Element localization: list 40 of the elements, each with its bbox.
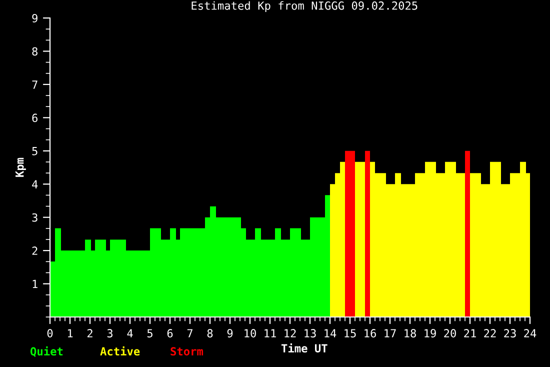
x-tick-label: 9: [227, 329, 233, 338]
x-tick-label: 6: [167, 329, 173, 338]
y-tick-label: 6: [32, 114, 38, 122]
x-tick-label: 18: [404, 329, 416, 338]
x-tick-label: 5: [147, 329, 152, 338]
x-tick-label: 20: [444, 329, 456, 338]
text: Quiet: [30, 346, 63, 357]
y-tick-label: 8: [32, 47, 38, 56]
y-tick-label: 1: [32, 280, 38, 288]
text: Storm: [170, 347, 204, 356]
x-tick-label: 0: [47, 329, 53, 338]
text: Active: [100, 346, 140, 356]
x-tick-label: 8: [207, 329, 213, 338]
x-tick-label: 23: [504, 329, 516, 338]
x-tick-label: 14: [324, 329, 336, 338]
y-tick-label: 7: [32, 80, 38, 89]
x-tick-label: 24: [524, 329, 536, 338]
x-tick-label: 7: [187, 329, 193, 338]
x-axis-title: Time UT: [281, 343, 328, 353]
x-tick-label: 2: [87, 329, 92, 338]
y-tick-label: 4: [32, 180, 38, 188]
y-tick-label: 5: [32, 147, 38, 156]
chart-title: Estimated Kp from NIGGG 09.02.2025: [192, 1, 418, 12]
y-axis-title: Kpm: [16, 158, 26, 177]
x-tick-label: 16: [364, 329, 376, 338]
x-tick-label: 15: [344, 329, 356, 338]
x-tick-label: 4: [127, 329, 133, 338]
x-tick-label: 10: [244, 329, 256, 338]
x-tick-label: 3: [107, 329, 113, 338]
x-tick-label: 19: [424, 329, 436, 338]
x-tick-label: 17: [384, 329, 396, 338]
y-tick-label: 3: [32, 213, 38, 222]
x-tick-label: 22: [484, 329, 496, 338]
x-tick-label: 21: [464, 329, 476, 338]
x-tick-label: 1: [68, 329, 73, 338]
x-tick-label: 12: [284, 329, 296, 338]
y-tick-label: 2: [32, 246, 38, 255]
x-tick-label: 13: [304, 329, 316, 338]
x-tick-label: 11: [264, 329, 276, 338]
y-tick-label: 9: [32, 14, 38, 22]
